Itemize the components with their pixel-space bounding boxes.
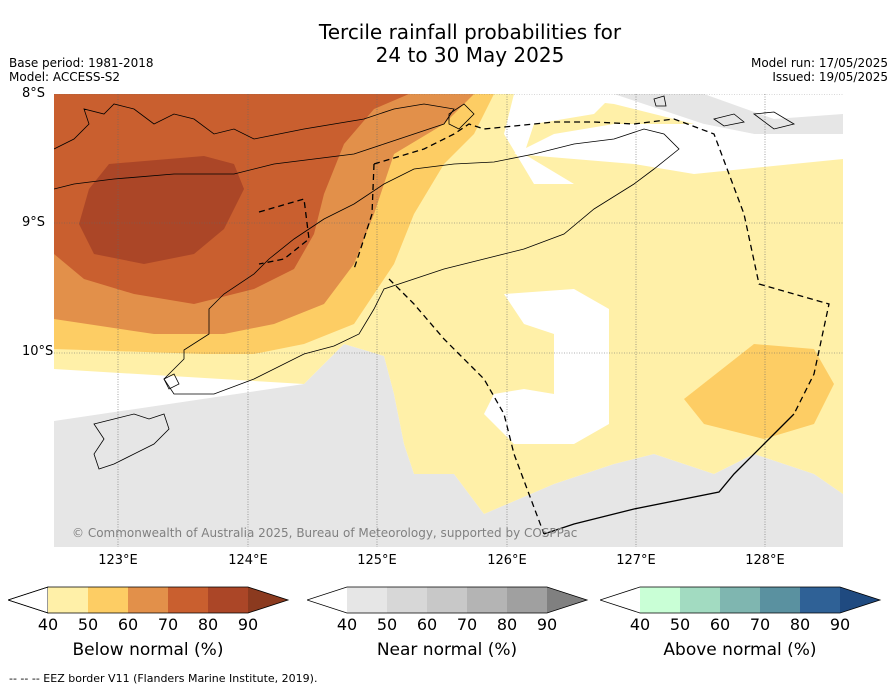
below-colorbar-bin-60 <box>128 587 168 613</box>
base-period-text: Base period: 1981-2018 <box>9 56 154 70</box>
coastlines <box>54 95 796 470</box>
white-band-1 <box>504 94 614 184</box>
lat-tick-10s: 10°S <box>22 344 54 359</box>
above-normal-colorbar <box>600 586 882 614</box>
near-normal-label: Near normal (%) <box>376 640 518 660</box>
near-colorbar-bin-40 <box>347 587 387 613</box>
map-title-line2: 24 to 30 May 2025 <box>375 43 565 67</box>
eez-border <box>258 118 830 535</box>
near-normal-ne <box>614 94 843 134</box>
lat-tick-9s: 9°S <box>22 215 46 230</box>
above-tick-70: 70 <box>749 615 771 634</box>
below-tick-50: 50 <box>77 615 99 634</box>
below-colorbar-bin-40 <box>48 587 88 613</box>
lon-tick-126e: 126°E <box>487 553 527 568</box>
graticule <box>54 94 843 547</box>
below-50-east <box>684 344 834 439</box>
below-tick-90: 90 <box>237 615 259 634</box>
model-text: Model: ACCESS-S2 <box>9 70 121 84</box>
near-colorbar-bin-50 <box>387 587 427 613</box>
model-run-text: Model run: 17/05/2025 <box>750 56 888 70</box>
above-colorbar-bin-60 <box>720 587 760 613</box>
above-colorbar-bin-70 <box>760 587 800 613</box>
near-tick-50: 50 <box>376 615 398 634</box>
lat-tick-8s: 8°S <box>22 86 46 101</box>
below-colorbar-bin-50 <box>88 587 128 613</box>
below-normal-label: Below normal (%) <box>72 640 224 660</box>
below-80-region <box>79 156 244 264</box>
lon-tick-127e: 127°E <box>616 553 656 568</box>
lon-tick-124e: 124°E <box>228 553 268 568</box>
near-normal-colorbar <box>307 586 589 614</box>
below-colorbar-bin-70 <box>168 587 208 613</box>
above-tick-60: 60 <box>709 615 731 634</box>
near-colorbar-bin-70 <box>467 587 507 613</box>
lon-tick-123e: 123°E <box>98 553 138 568</box>
near-tick-40: 40 <box>336 615 358 634</box>
near-colorbar-bin-60 <box>427 587 467 613</box>
below-colorbar-over-arrow <box>248 587 288 613</box>
eez-solid-line <box>543 413 795 535</box>
above-tick-40: 40 <box>629 615 651 634</box>
below-tick-40: 40 <box>37 615 59 634</box>
above-normal-label: Above normal (%) <box>663 640 817 660</box>
white-band-2 <box>484 289 609 444</box>
below-colorbar-under-arrow <box>8 586 49 614</box>
lon-tick-125e: 125°E <box>357 553 397 568</box>
near-normal-region <box>54 344 843 547</box>
near-colorbar-bin-80 <box>507 587 547 613</box>
near-tick-90: 90 <box>536 615 558 634</box>
below-tick-70: 70 <box>157 615 179 634</box>
below-normal-colorbar <box>8 586 290 614</box>
near-tick-70: 70 <box>456 615 478 634</box>
below-tick-80: 80 <box>197 615 219 634</box>
rainfall-probability-map <box>54 94 843 547</box>
above-tick-80: 80 <box>789 615 811 634</box>
eez-footnote: -- -- -- EEZ border V11 (Flanders Marine… <box>9 672 318 685</box>
near-colorbar-under-arrow <box>307 587 347 613</box>
above-colorbar-bin-40 <box>640 587 680 613</box>
near-colorbar-over-arrow <box>547 587 587 613</box>
map-title-line1: Tercile rainfall probabilities for <box>318 20 622 44</box>
above-colorbar-over-arrow <box>840 587 880 613</box>
near-tick-60: 60 <box>416 615 438 634</box>
lon-tick-128e: 128°E <box>745 553 785 568</box>
near-tick-80: 80 <box>496 615 518 634</box>
below-colorbar-bin-80 <box>208 587 248 613</box>
above-colorbar-bin-80 <box>800 587 840 613</box>
above-colorbar-bin-50 <box>680 587 720 613</box>
above-tick-90: 90 <box>829 615 851 634</box>
above-colorbar-under-arrow <box>600 587 640 613</box>
above-tick-50: 50 <box>669 615 691 634</box>
credit-text: © Commonwealth of Australia 2025, Bureau… <box>72 526 578 540</box>
below-tick-60: 60 <box>117 615 139 634</box>
issued-text: Issued: 19/05/2025 <box>772 70 888 84</box>
